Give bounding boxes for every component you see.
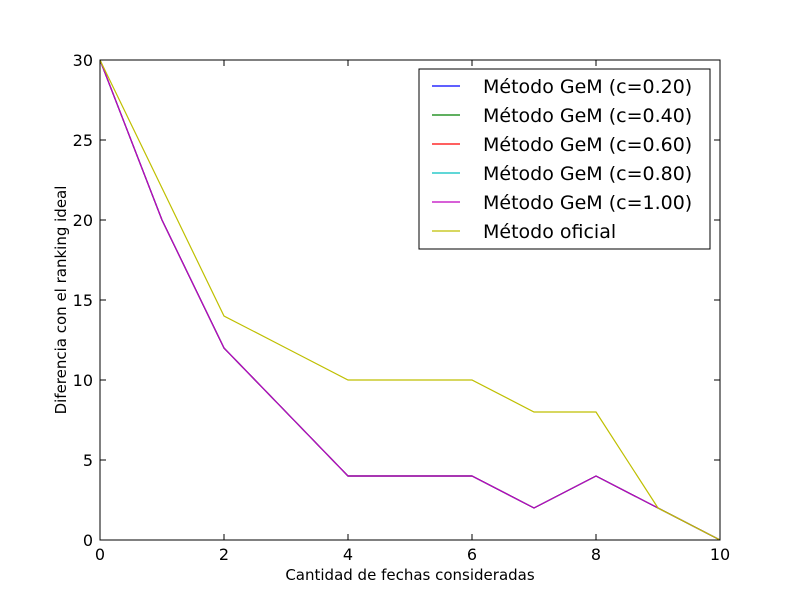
legend-box bbox=[418, 68, 711, 250]
y-tick-label: 10 bbox=[73, 371, 93, 390]
y-tick-label: 20 bbox=[73, 211, 93, 230]
plot-frame bbox=[99, 59, 721, 541]
x-tick-label: 2 bbox=[219, 545, 229, 564]
legend-label: Método oficial bbox=[483, 221, 616, 243]
y-axis-label: Diferencia con el ranking ideal bbox=[52, 186, 70, 415]
x-tick-label: 0 bbox=[95, 545, 105, 564]
y-tick-label: 15 bbox=[73, 291, 93, 310]
x-tick-label: 8 bbox=[591, 545, 601, 564]
y-tick-label: 25 bbox=[73, 131, 93, 150]
y-tick-label: 0 bbox=[83, 531, 93, 550]
axis-ticks: 0 2 4 6 8 10 0 5 10 15 20 25 30 bbox=[73, 51, 731, 564]
legend-label: Método GeM (c=0.40) bbox=[483, 105, 692, 127]
x-tick-label: 4 bbox=[343, 545, 353, 564]
legend-label: Método GeM (c=1.00) bbox=[483, 192, 692, 214]
legend-label: Método GeM (c=0.60) bbox=[483, 134, 692, 156]
x-axis-label: Cantidad de fechas consideradas bbox=[285, 566, 535, 584]
y-tick-label: 30 bbox=[73, 51, 93, 70]
legend-label: Método GeM (c=0.80) bbox=[483, 163, 692, 185]
series-line-5 bbox=[99, 59, 721, 541]
y-tick-label: 5 bbox=[83, 451, 93, 470]
x-tick-label: 10 bbox=[710, 545, 730, 564]
legend: Método GeM (c=0.20) Método GeM (c=0.40) Mé… bbox=[418, 68, 711, 250]
legend-label: Método GeM (c=0.20) bbox=[483, 76, 692, 98]
series-line-6 bbox=[99, 59, 721, 541]
series-lines bbox=[99, 59, 721, 541]
x-tick-label: 6 bbox=[467, 545, 477, 564]
